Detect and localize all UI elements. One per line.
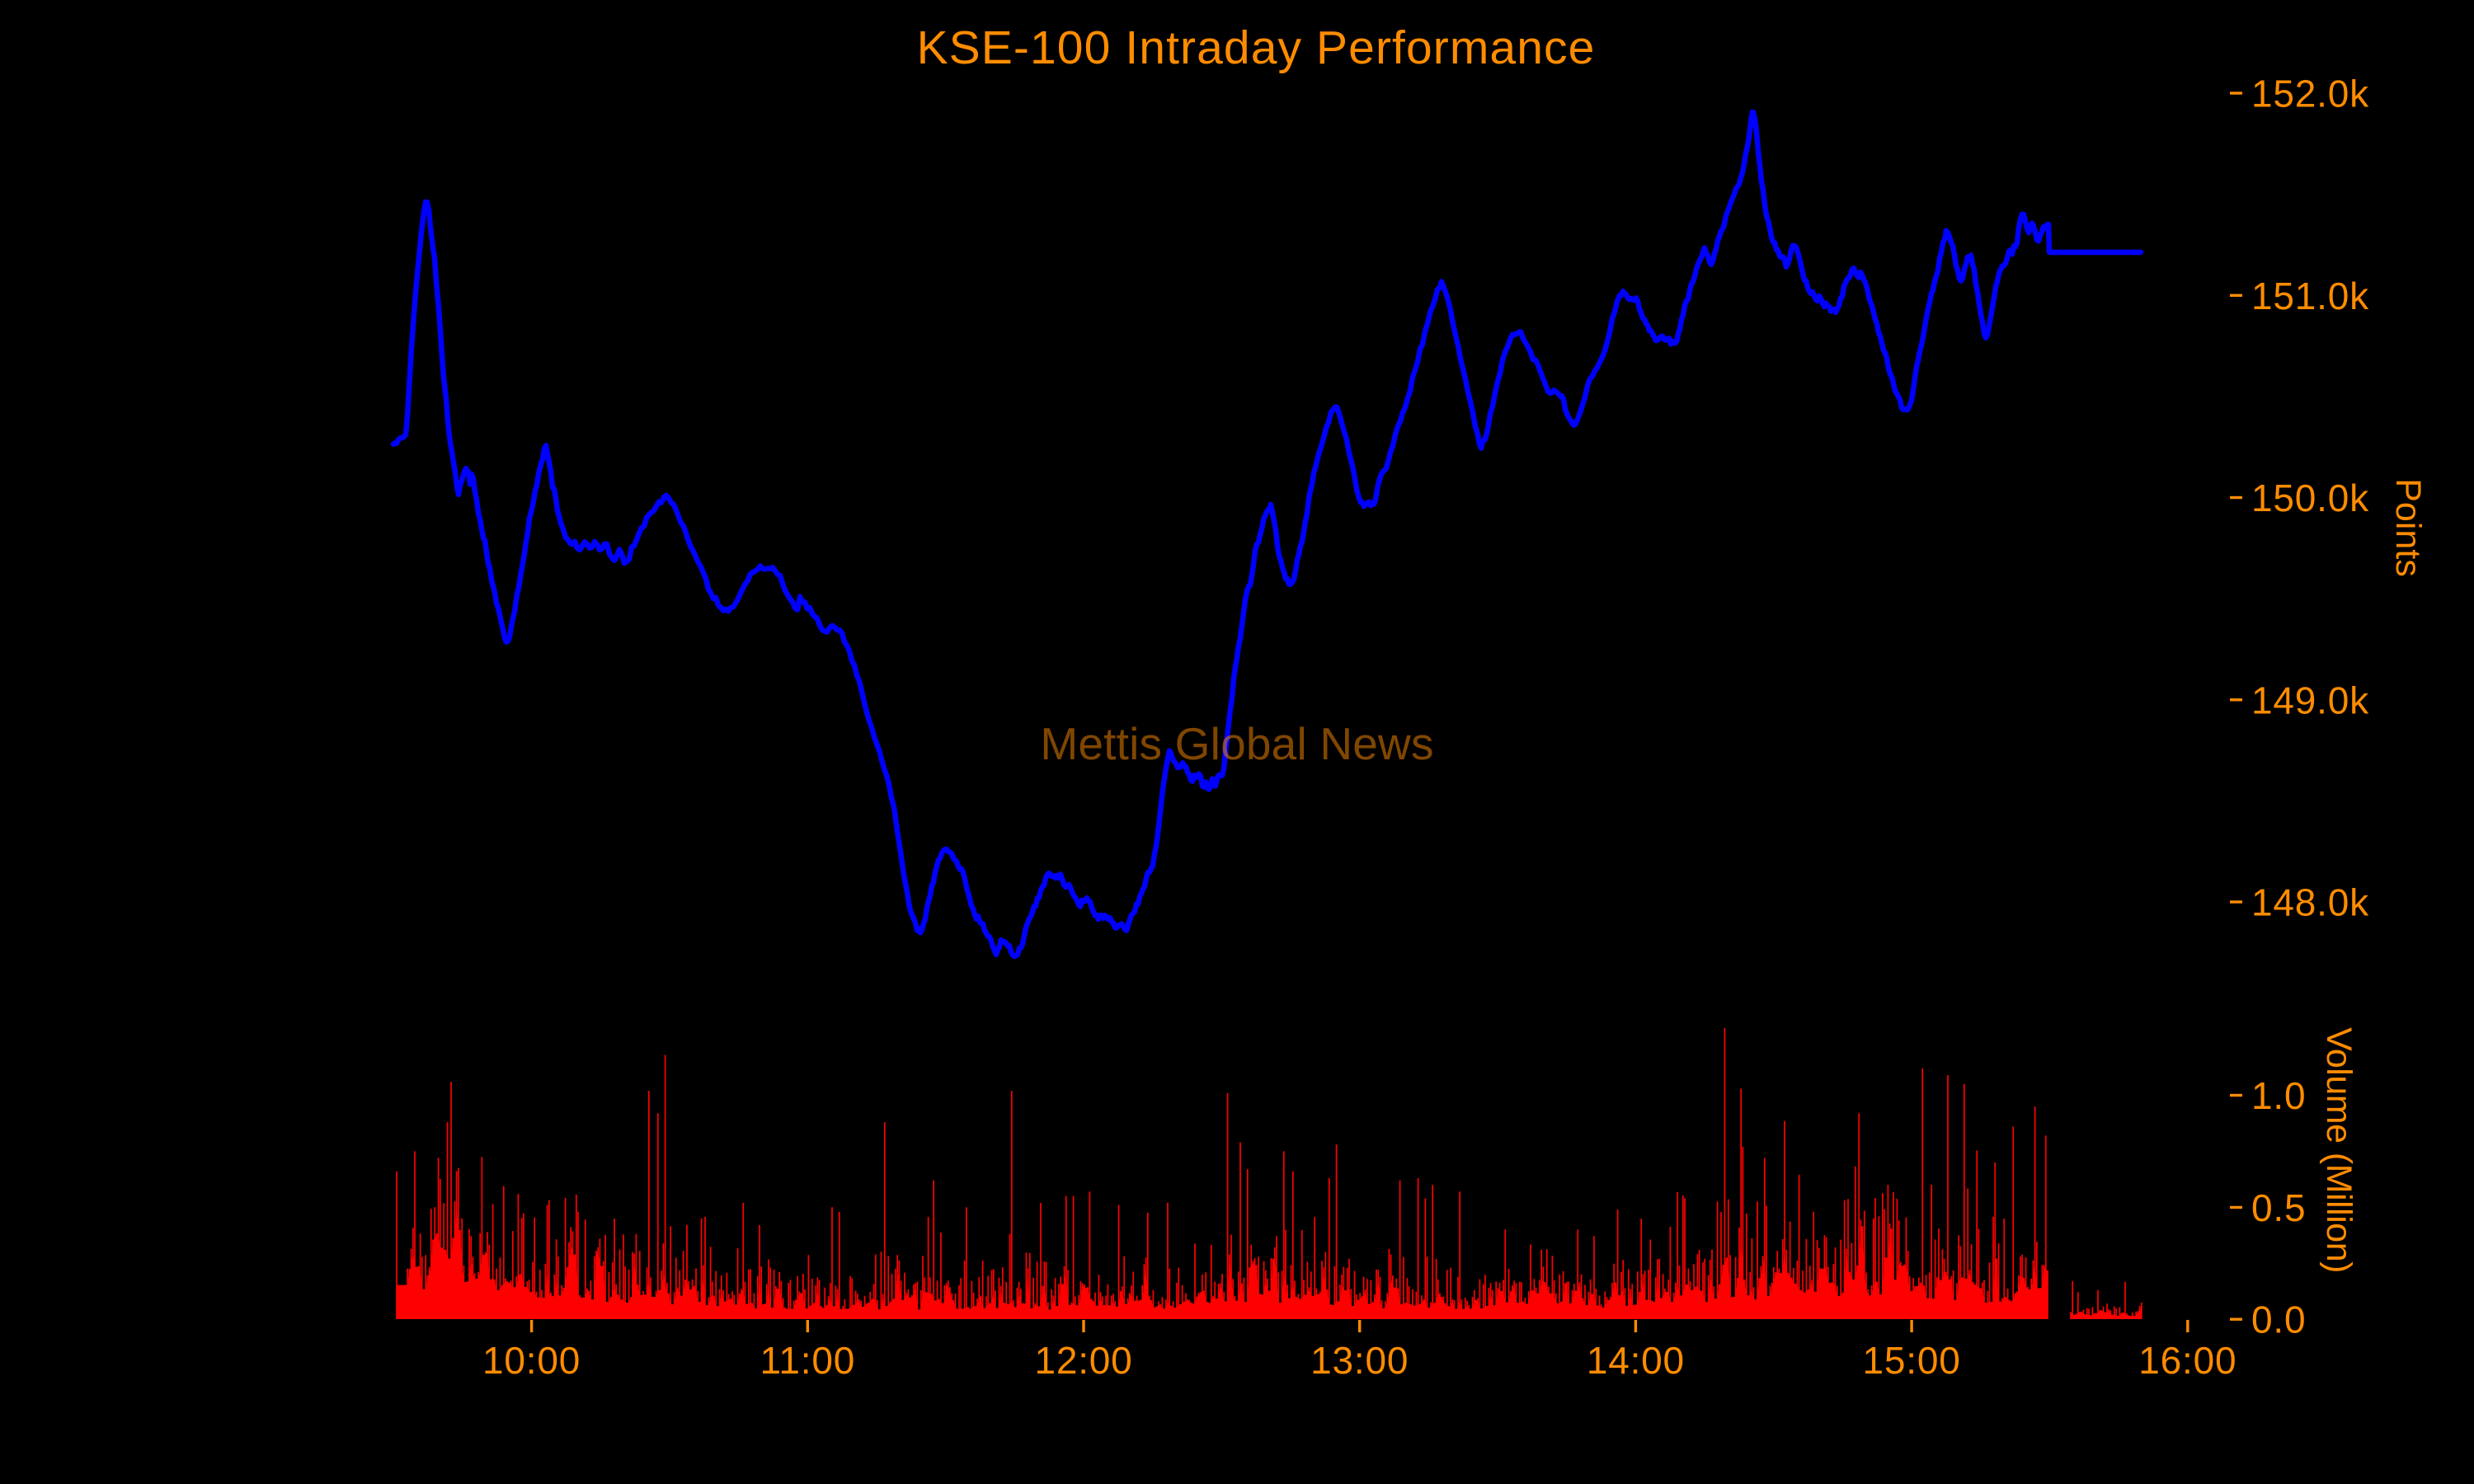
svg-text:16:00: 16:00 <box>2138 1339 2236 1382</box>
svg-text:150.0k: 150.0k <box>2251 477 2369 519</box>
svg-text:148.0k: 148.0k <box>2251 881 2369 924</box>
svg-text:15:00: 15:00 <box>1863 1339 1961 1382</box>
svg-text:11:00: 11:00 <box>760 1339 855 1382</box>
svg-text:10:00: 10:00 <box>482 1339 581 1382</box>
svg-text:151.0k: 151.0k <box>2251 275 2369 317</box>
svg-text:KSE-100 Intraday Performance: KSE-100 Intraday Performance <box>917 21 1596 74</box>
svg-text:13:00: 13:00 <box>1310 1339 1409 1382</box>
svg-text:14:00: 14:00 <box>1587 1339 1685 1382</box>
svg-text:152.0k: 152.0k <box>2251 73 2369 115</box>
svg-text:1.0: 1.0 <box>2251 1074 2306 1117</box>
svg-text:Volume (Million): Volume (Million) <box>2319 1027 2359 1273</box>
svg-text:0.0: 0.0 <box>2251 1298 2306 1341</box>
svg-text:Mettis Global News: Mettis Global News <box>1040 718 1433 769</box>
svg-text:149.0k: 149.0k <box>2251 679 2369 721</box>
svg-text:Points: Points <box>2388 478 2428 577</box>
svg-text:0.5: 0.5 <box>2251 1186 2306 1229</box>
svg-text:12:00: 12:00 <box>1034 1339 1132 1382</box>
